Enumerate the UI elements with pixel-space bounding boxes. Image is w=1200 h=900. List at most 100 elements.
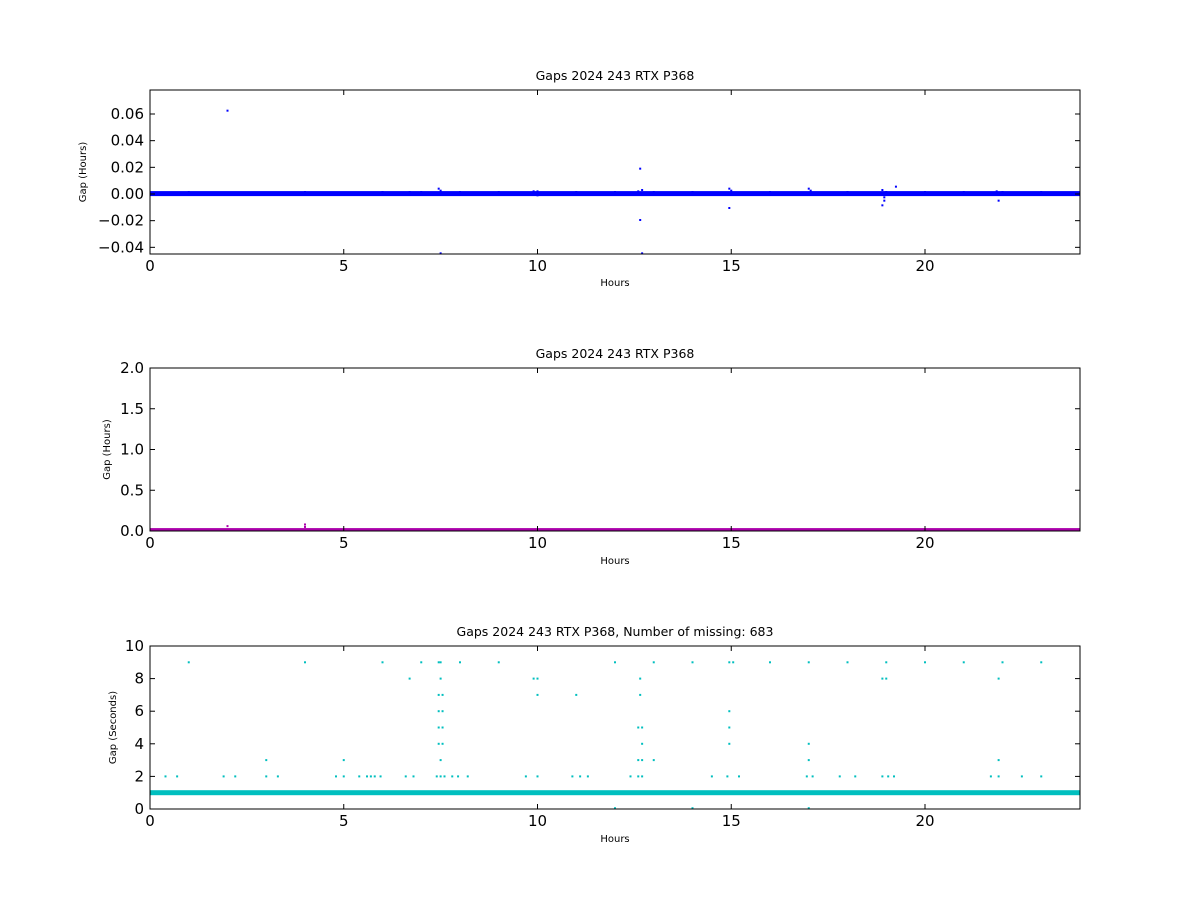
y-tick-label: 0 — [134, 800, 144, 818]
data-point — [439, 252, 442, 254]
data-point — [1020, 775, 1023, 778]
x-axis-label: Hours — [600, 556, 629, 567]
y-tick-label: 0.02 — [111, 158, 144, 176]
data-point — [187, 661, 190, 664]
data-point — [459, 191, 461, 193]
x-tick-label: 10 — [528, 534, 547, 552]
data-point — [536, 693, 539, 696]
data-point — [1001, 191, 1004, 193]
y-axis-label: Gap (Seconds) — [108, 691, 119, 764]
data-point — [726, 775, 729, 778]
y-tick-label: 4 — [134, 735, 144, 753]
data-point — [691, 807, 694, 809]
data-point — [437, 693, 440, 696]
y-axis-label: Gap (Hours) — [102, 419, 113, 480]
data-point — [420, 661, 423, 664]
x-tick-label: 5 — [339, 257, 349, 275]
data-point — [187, 191, 190, 193]
data-point — [997, 199, 1000, 202]
data-point — [222, 775, 225, 778]
data-point — [176, 775, 179, 778]
data-point — [586, 775, 589, 778]
data-point — [641, 726, 644, 729]
data-point — [728, 742, 731, 745]
data-point — [437, 187, 440, 190]
data-point — [809, 189, 812, 192]
data-point — [439, 189, 442, 192]
y-tick-label: 0.5 — [120, 481, 144, 499]
x-tick-label: 20 — [915, 257, 934, 275]
data-point — [614, 191, 616, 193]
data-point — [497, 661, 500, 664]
data-point — [997, 759, 1000, 762]
x-tick-label: 15 — [722, 812, 741, 830]
x-tick-label: 5 — [339, 812, 349, 830]
data-point — [652, 191, 655, 193]
x-tick-label: 10 — [528, 257, 547, 275]
data-point — [524, 775, 527, 778]
data-point — [838, 775, 841, 778]
data-point — [769, 661, 771, 664]
data-point — [995, 190, 998, 193]
data-point — [164, 775, 167, 778]
data-point — [1040, 775, 1043, 778]
axes-frame — [149, 89, 1081, 255]
data-point — [575, 693, 578, 696]
data-point — [457, 775, 460, 778]
data-point — [728, 661, 731, 664]
data-point — [738, 775, 740, 778]
y-tick-label: 1.0 — [120, 441, 144, 459]
data-point — [369, 775, 372, 778]
data-point — [435, 775, 438, 778]
data-point — [1040, 191, 1043, 193]
data-point — [536, 190, 539, 193]
data-point — [532, 677, 535, 680]
data-point — [265, 775, 268, 778]
data-point — [304, 191, 306, 193]
data-point — [881, 775, 884, 778]
data-layer — [150, 109, 1080, 254]
plot-area — [150, 368, 1080, 531]
x-tick-label: 0 — [145, 812, 155, 830]
data-point — [641, 252, 644, 254]
x-tick-label: 15 — [722, 534, 741, 552]
data-point — [894, 185, 897, 188]
data-point — [883, 196, 886, 199]
data-point — [641, 189, 644, 191]
data-point — [536, 775, 539, 778]
data-point — [807, 742, 810, 745]
chart-panel-2: 0 5 10 15 20 0.0 0.5 1.0 1.5 2.0 Gaps 2024 243 RTX… — [102, 346, 1081, 567]
y-tick-label: 2 — [134, 767, 144, 785]
data-point — [408, 191, 411, 193]
y-tick-label: 0.00 — [111, 185, 144, 203]
data-point — [437, 661, 440, 664]
baseline-band — [150, 191, 1080, 197]
y-axis-label: Gap (Hours) — [78, 142, 89, 203]
data-point — [1001, 661, 1004, 664]
y-tick-label: 10 — [125, 637, 144, 655]
data-point — [437, 742, 440, 745]
data-point — [924, 191, 926, 193]
chart-title: Gaps 2024 243 RTX P368 — [536, 346, 695, 361]
data-point — [439, 759, 442, 762]
data-point — [637, 190, 640, 193]
data-point — [379, 775, 382, 778]
data-point — [710, 775, 713, 778]
data-point — [497, 191, 500, 193]
data-point — [641, 742, 644, 745]
data-point — [404, 775, 407, 778]
data-point — [637, 726, 640, 729]
data-point — [885, 661, 888, 664]
chart-title: Gaps 2024 243 RTX P368 — [536, 68, 695, 83]
data-point — [439, 775, 442, 778]
data-point — [226, 525, 229, 528]
data-point — [769, 191, 771, 193]
data-point — [639, 219, 642, 221]
data-point — [885, 191, 888, 193]
data-point — [366, 775, 368, 778]
x-axis-label: Hours — [600, 834, 629, 845]
data-point — [691, 661, 694, 664]
data-point — [639, 167, 642, 170]
chart-panel-1: 0 5 10 15 20 −0.04 −0.02 0.00 0.02 0.04 0.06 Gaps 2… — [78, 68, 1081, 289]
